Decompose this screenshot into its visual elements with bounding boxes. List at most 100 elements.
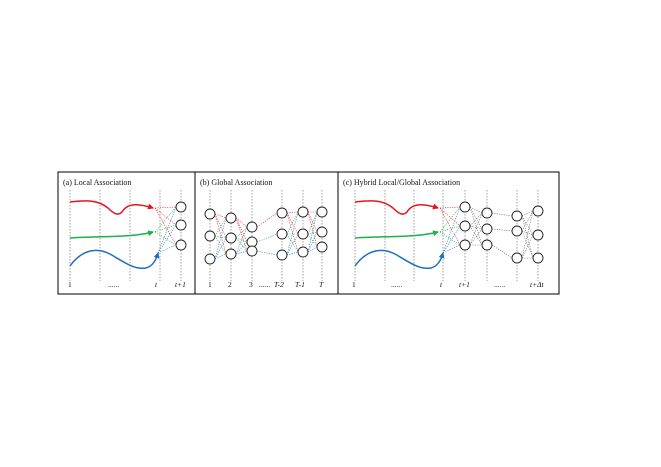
tick-b-2: 2 — [228, 280, 232, 289]
tick-a-t-plus-1: t+1 — [175, 280, 186, 289]
detection-node-b3-1 — [246, 236, 258, 248]
panel-c-title: (c) Hybrid Local/Global Association — [343, 178, 460, 187]
detection-node-c_3-1 — [511, 225, 523, 237]
track-blue-c — [354, 249, 445, 270]
panel-b-T1-T-edge-0-2 — [307, 211, 318, 248]
detection-node-c_3-2 — [511, 252, 523, 264]
panel-c-edge-1-2 — [439, 231, 461, 246]
panel-b-T2-T1-edge-1-2 — [286, 233, 299, 253]
panel-b-T2-T1-edge-0-1 — [286, 212, 299, 235]
tick-b-T: T — [319, 280, 324, 289]
panel-c-edge-0-1 — [439, 207, 461, 227]
panel-c-w1-edge-2-1 — [469, 228, 483, 246]
detection-node-b2-1 — [225, 232, 237, 244]
track-green-c — [354, 230, 439, 239]
detection-node-b1-2 — [204, 253, 216, 265]
panel-b-2-3-edge-2-2 — [235, 250, 248, 255]
panel-c-w2-edge-0-0 — [521, 210, 534, 217]
panel-b-2-3-edge-0-1 — [235, 217, 248, 243]
detection-node-c_2-0 — [481, 207, 493, 219]
detection-node-b3-0 — [246, 221, 258, 233]
detection-node-bT2-1 — [276, 228, 288, 240]
track-blue-a — [69, 249, 160, 270]
panel-a-frame — [57, 171, 196, 295]
panel-c-w1-edge-2-0 — [469, 212, 483, 246]
panel-c-w1-edge-0-2 — [469, 206, 483, 246]
panel-b-1-2-edge-0-2 — [214, 213, 227, 255]
tick-c-dots-1: ...... — [391, 280, 402, 289]
detection-nodes — [175, 201, 544, 265]
panel-b-1-2-edge-2-1 — [214, 237, 227, 260]
panel-b-T1-T-edge-2-0 — [307, 211, 318, 253]
track-red-c — [354, 200, 439, 215]
panel-c-w2-edge-1-0 — [521, 210, 534, 232]
panel-b-T1-T-edge-2-2 — [307, 246, 318, 253]
panel-b-2-3-edge-1-0 — [235, 226, 248, 239]
panel-c-edge-1-1 — [439, 225, 461, 233]
panel-b-T2-T1-edge-2-1 — [286, 233, 299, 256]
panel-c-gap-edge-2 — [491, 244, 513, 259]
panel-c-w1-edge-1-1 — [469, 225, 483, 230]
association-edges — [154, 206, 534, 260]
panel-b-frame — [194, 171, 339, 295]
panel-a-edge-2-1 — [157, 224, 177, 254]
panel-c-gap-edge-0 — [491, 212, 513, 217]
panel-b-1-2-edge-1-0 — [214, 217, 227, 237]
detection-node-c_t1-2 — [459, 239, 471, 251]
detection-node-bT-2 — [316, 241, 328, 253]
panel-c-w2-edge-1-1 — [521, 230, 534, 236]
panel-b-gap-edge-1 — [256, 233, 278, 243]
detection-node-c_dt-1 — [532, 229, 544, 241]
tick-b-T-1: T-1 — [295, 280, 305, 289]
panel-b-T1-T-edge-1-2 — [307, 233, 318, 248]
detection-node-bT-0 — [316, 206, 328, 218]
panel-c-w2-edge-1-2 — [521, 230, 534, 259]
detection-node-a_t1-1 — [175, 219, 187, 231]
panel-a-edge-0-1 — [154, 207, 177, 226]
detection-node-b2-2 — [225, 248, 237, 260]
detection-node-c_3-0 — [511, 210, 523, 222]
panel-a-edge-1-1 — [154, 224, 177, 233]
panel-c-w1-edge-0-1 — [469, 206, 483, 230]
panel-b-title: (b) Global Association — [200, 178, 272, 187]
tick-b-T-2: T-2 — [274, 280, 284, 289]
detection-node-bT1-2 — [297, 246, 309, 258]
panel-a-edge-1-2 — [154, 231, 177, 246]
tick-a-t: t — [155, 280, 158, 289]
tick-c-t-plus-dt: t+Δt — [530, 280, 545, 289]
panel-c-w1-edge-1-0 — [469, 212, 483, 227]
panel-b-2-3-edge-2-1 — [235, 241, 248, 255]
panel-a-edge-0-2 — [154, 207, 177, 246]
panel-c-edge-2-0 — [442, 206, 461, 254]
panel-b-T1-T-edge-1-1 — [307, 231, 318, 235]
tick-a-dots: ...... — [108, 280, 119, 289]
panel-a-edge-0-0 — [154, 206, 177, 209]
panel-c-frame — [337, 171, 560, 295]
detection-node-bT-1 — [316, 226, 328, 238]
panel-a-edge-2-2 — [157, 244, 177, 254]
panel-c-edge-2-1 — [442, 225, 461, 254]
panel-b-2-3-edge-1-2 — [235, 237, 248, 252]
panel-c-w2-edge-2-1 — [521, 234, 534, 259]
detection-node-a_t1-0 — [175, 201, 187, 213]
panel-b-1-2-edge-1-2 — [214, 235, 227, 255]
detection-node-c_2-1 — [481, 223, 493, 235]
panel-b-T2-T1-edge-2-2 — [286, 251, 299, 256]
panel-b-1-2-edge-2-2 — [214, 253, 227, 260]
panel-b-T2-T1-edge-0-2 — [286, 212, 299, 253]
detection-node-bT1-0 — [297, 206, 309, 218]
panel-c-edge-1-0 — [439, 206, 461, 233]
panel-b-gap-edge-2 — [256, 250, 278, 256]
panel-b-T2-T1-edge-2-0 — [286, 211, 299, 256]
panel-c-w2-edge-0-1 — [521, 215, 534, 236]
panel-a-edge-2-0 — [157, 206, 177, 254]
detection-node-c_t1-0 — [459, 201, 471, 213]
track-red-a — [69, 200, 154, 215]
panel-b-T1-T-edge-1-0 — [307, 211, 318, 235]
panel-a-edge-1-0 — [154, 206, 177, 233]
panel-b-1-2-edge-0-1 — [214, 213, 227, 239]
detection-node-b2-0 — [225, 212, 237, 224]
detection-node-c_2-2 — [481, 239, 493, 251]
tick-b-3: 3 — [249, 280, 253, 289]
